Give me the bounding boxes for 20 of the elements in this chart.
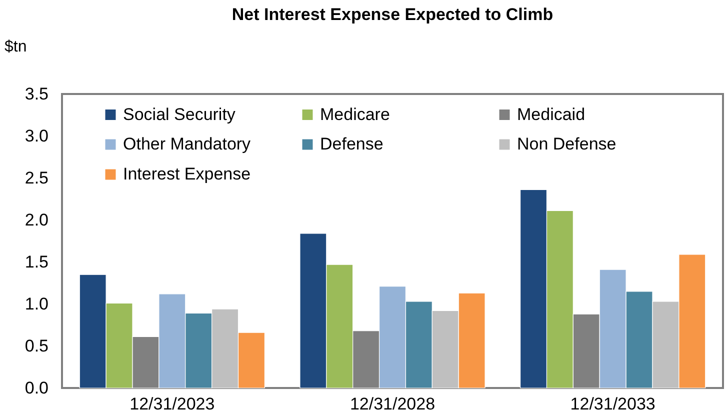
legend-label: Defense xyxy=(320,134,384,154)
legend-label: Medicare xyxy=(320,104,390,124)
y-tick-label: 3.0 xyxy=(24,126,48,146)
x-tick-label: 12/31/2028 xyxy=(350,394,436,414)
x-tick-label: 12/31/2023 xyxy=(130,394,215,414)
legend-label: Social Security xyxy=(123,104,236,124)
y-tick-label: 3.5 xyxy=(24,84,48,104)
y-tick-label: 0.5 xyxy=(24,336,48,356)
legend-label: Other Mandatory xyxy=(123,134,252,154)
y-tick-label: 0.0 xyxy=(24,378,48,398)
y-tick-label: 2.5 xyxy=(24,168,48,188)
legend-label: Medicaid xyxy=(517,104,586,124)
x-tick-label: 12/31/2033 xyxy=(570,394,656,414)
y-tick-label: 1.5 xyxy=(24,252,48,272)
y-axis-title: $tn xyxy=(4,38,27,56)
y-tick-label: 2.0 xyxy=(24,210,48,230)
chart-title: Net Interest Expense Expected to Climb xyxy=(232,5,554,24)
y-tick-label: 1.0 xyxy=(24,294,48,314)
legend-label: Non Defense xyxy=(517,134,616,154)
legend-label: Interest Expense xyxy=(123,164,251,184)
